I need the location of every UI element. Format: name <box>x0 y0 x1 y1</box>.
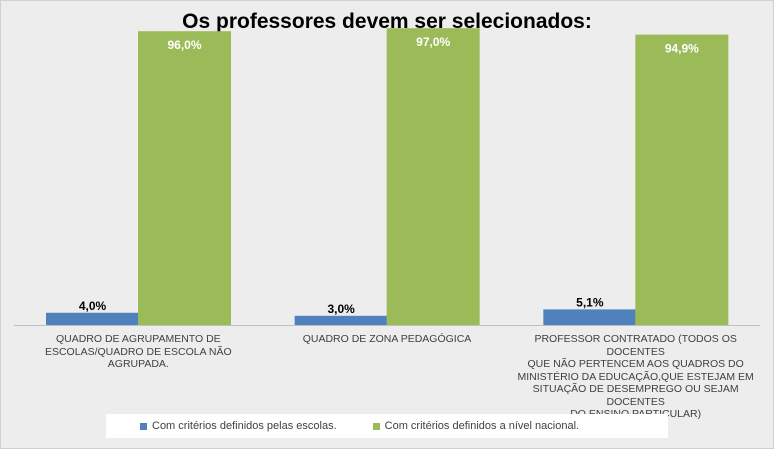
legend-item-escolas: Com critérios definidos pelas escolas. <box>140 420 337 432</box>
bar-series1-cat2 <box>294 315 388 325</box>
data-label-series1-cat2: 3,0% <box>327 302 355 316</box>
legend-swatch-nacional <box>372 422 380 430</box>
data-label-series1-cat3: 5,1% <box>576 295 604 309</box>
bar-series1-cat1 <box>46 312 139 325</box>
x-tick-label-3-line-4: SITUAÇÃO DE DESEMPREGO OU SEJAM DOCENTES <box>532 383 739 408</box>
legend-label-escolas: Com critérios definidos pelas escolas. <box>152 420 337 432</box>
bar-series2-cat2 <box>386 28 480 326</box>
chart-title: Os professores devem ser selecionados: <box>182 10 592 33</box>
bar-series1-cat3 <box>543 309 637 325</box>
data-label-series1-cat1: 4,0% <box>79 299 107 313</box>
x-tick-label-3-line-1: PROFESSOR CONTRATADO (TODOS OS DOCENTES <box>534 333 737 358</box>
data-label-series2-cat3: 94,9% <box>665 42 699 56</box>
bar-series2-cat1 <box>138 31 231 326</box>
x-tick-label-2-line-1: QUADRO DE ZONA PEDAGÓGICA <box>302 333 472 345</box>
x-tick-label-1-line-1: QUADRO DE AGRUPAMENTO DE <box>55 333 221 345</box>
data-label-series2-cat2: 97,0% <box>416 35 450 49</box>
x-tick-label-3: PROFESSOR CONTRATADO (TODOS OS DOCENTES Q… <box>511 333 761 421</box>
x-tick-label-2: QUADRO DE ZONA PEDAGÓGICA <box>262 333 512 346</box>
bar-series2-cat3 <box>635 34 729 326</box>
legend-swatch-escolas <box>140 422 147 430</box>
x-tick-label-3-line-2: QUE NÃO PERTENCEM AOS QUADROS DO <box>527 358 744 370</box>
legend: Com critérios definidos pelas escolas. C… <box>106 414 668 438</box>
data-label-series2-cat1: 96,0% <box>167 38 201 52</box>
x-tick-label-3-line-3: MINISTÉRIO DA EDUCAÇÃO,QUE ESTEJAM EM <box>517 370 754 383</box>
x-tick-label-1-line-2: ESCOLAS/QUADRO DE ESCOLA NÃO AGRUPADA. <box>44 345 232 371</box>
legend-label-nacional: Com critérios definidos a nível nacional… <box>384 420 580 432</box>
legend-item-nacional: Com critérios definidos a nível nacional… <box>372 420 580 432</box>
x-tick-label-1: QUADRO DE AGRUPAMENTO DE ESCOLAS/QUADRO D… <box>13 333 263 371</box>
